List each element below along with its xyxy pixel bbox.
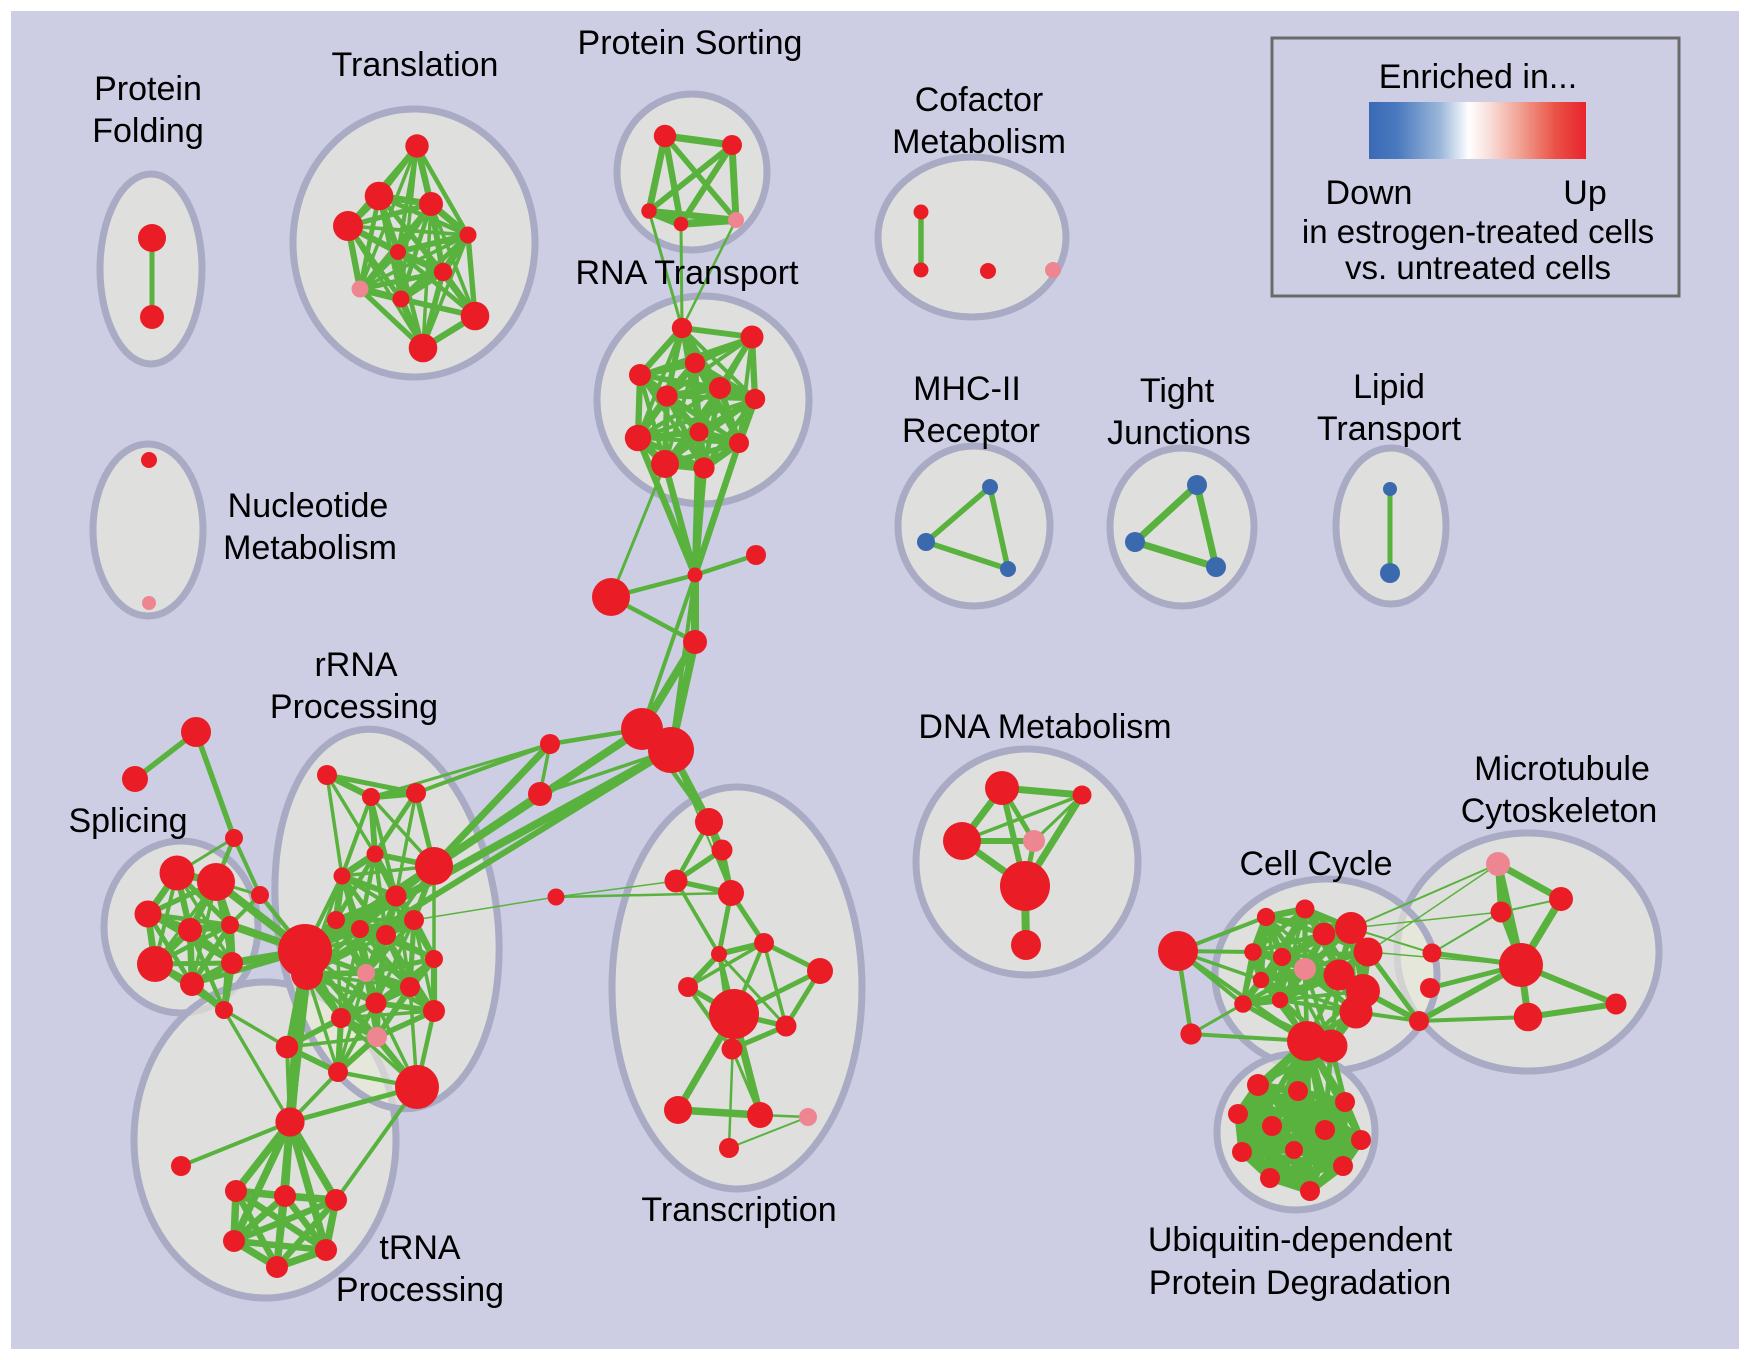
svg-text:Protein Sorting: Protein Sorting — [578, 24, 803, 62]
svg-text:Translation: Translation — [332, 46, 499, 84]
svg-text:rRNA: rRNA — [314, 646, 397, 684]
svg-text:Ubiquitin-dependent: Ubiquitin-dependent — [1148, 1221, 1453, 1259]
svg-text:Metabolism: Metabolism — [892, 123, 1066, 161]
svg-text:Protein: Protein — [94, 70, 202, 108]
svg-text:Enriched in...: Enriched in... — [1379, 58, 1577, 96]
svg-text:MHC-II: MHC-II — [913, 370, 1021, 408]
svg-text:Folding: Folding — [92, 112, 204, 150]
svg-text:Cell Cycle: Cell Cycle — [1239, 845, 1392, 883]
svg-text:Processing: Processing — [270, 688, 438, 726]
svg-text:Splicing: Splicing — [68, 802, 187, 840]
svg-text:Receptor: Receptor — [902, 412, 1040, 450]
svg-text:Cofactor: Cofactor — [915, 81, 1044, 119]
svg-text:vs. untreated cells: vs. untreated cells — [1345, 249, 1611, 286]
svg-text:Transport: Transport — [1317, 410, 1462, 448]
svg-text:Microtubule: Microtubule — [1474, 750, 1650, 788]
svg-text:Junctions: Junctions — [1107, 414, 1251, 452]
svg-text:Tight: Tight — [1140, 372, 1215, 410]
svg-text:Processing: Processing — [336, 1271, 504, 1309]
svg-text:Down: Down — [1326, 174, 1413, 212]
svg-text:tRNA: tRNA — [379, 1229, 461, 1267]
svg-text:Up: Up — [1563, 174, 1606, 212]
svg-text:DNA Metabolism: DNA Metabolism — [918, 708, 1171, 746]
svg-text:Transcription: Transcription — [641, 1191, 836, 1229]
svg-text:in estrogen-treated cells: in estrogen-treated cells — [1302, 213, 1654, 250]
svg-text:Protein Degradation: Protein Degradation — [1149, 1264, 1451, 1302]
svg-text:Metabolism: Metabolism — [223, 529, 397, 567]
svg-text:RNA Transport: RNA Transport — [576, 254, 800, 292]
svg-text:Lipid: Lipid — [1353, 368, 1425, 406]
svg-text:Nucleotide: Nucleotide — [228, 487, 389, 525]
svg-text:Cytoskeleton: Cytoskeleton — [1461, 792, 1658, 830]
